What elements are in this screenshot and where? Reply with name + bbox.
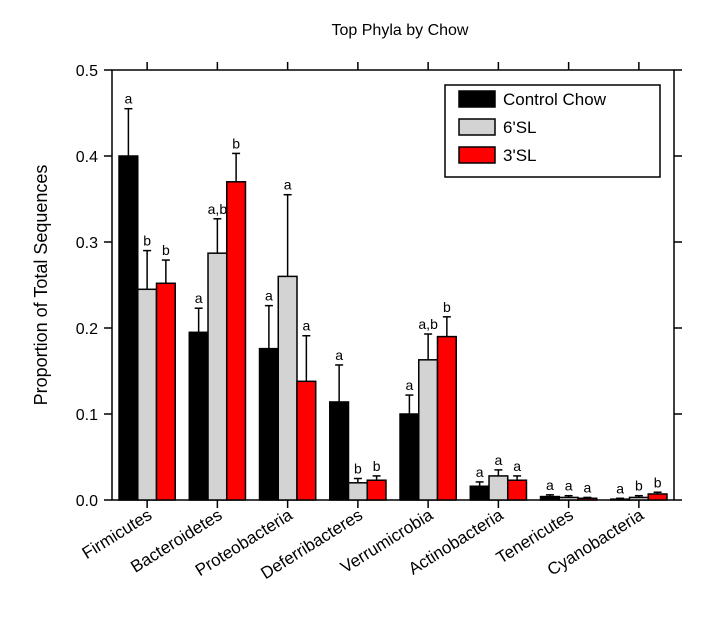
bar <box>489 476 508 500</box>
sig-label: a <box>546 477 554 493</box>
sig-label: a,b <box>208 201 228 217</box>
sig-label: a,b <box>418 316 438 332</box>
sig-label: a <box>513 458 521 474</box>
bar <box>630 497 649 500</box>
ytick-label: 0.5 <box>76 63 98 80</box>
bar <box>330 402 349 500</box>
bar <box>208 253 227 500</box>
sig-label: b <box>443 299 451 315</box>
sig-label: b <box>143 233 151 249</box>
bar <box>437 337 456 500</box>
legend-swatch <box>459 91 495 107</box>
sig-label: b <box>354 461 362 477</box>
sig-label: b <box>373 458 381 474</box>
sig-label: a <box>405 377 413 393</box>
chart-title: Top Phyla by Chow <box>332 22 469 39</box>
bar <box>119 156 138 500</box>
bar <box>260 349 279 500</box>
sig-label: b <box>635 478 643 494</box>
bar <box>349 483 368 500</box>
sig-label: a <box>302 318 310 334</box>
sig-label: a <box>476 464 484 480</box>
bar <box>508 480 527 500</box>
sig-label: b <box>162 242 170 258</box>
bar <box>611 499 630 500</box>
bar <box>419 360 438 500</box>
bar <box>541 497 560 500</box>
bar <box>189 332 208 500</box>
ytick-label: 0.4 <box>76 149 98 166</box>
sig-label: a <box>616 480 624 496</box>
sig-label: a <box>335 347 343 363</box>
bar <box>559 497 578 500</box>
sig-label: a <box>265 288 273 304</box>
sig-label: a <box>124 91 132 107</box>
bar <box>138 289 157 500</box>
bar <box>470 486 489 500</box>
legend: Control Chow 6'SL 3'SL <box>445 85 660 177</box>
ytick-label: 0.0 <box>76 493 98 510</box>
sig-label: a <box>195 290 203 306</box>
bar <box>400 414 419 500</box>
sig-label: a <box>284 177 292 193</box>
bar <box>578 498 597 500</box>
bar <box>278 276 297 500</box>
ytick-label: 0.1 <box>76 407 98 424</box>
legend-label: Control Chow <box>503 90 607 109</box>
bar <box>227 182 246 500</box>
bar <box>367 480 386 500</box>
sig-label: b <box>654 474 662 490</box>
bar <box>297 381 316 500</box>
y-axis-label: Proportion of Total Sequences <box>31 165 51 406</box>
ytick-label: 0.3 <box>76 235 98 252</box>
ytick-label: 0.2 <box>76 321 98 338</box>
legend-swatch <box>459 119 495 135</box>
bar <box>156 283 175 500</box>
legend-label: 6'SL <box>503 118 537 137</box>
bar <box>648 494 667 500</box>
sig-label: a <box>583 479 591 495</box>
sig-label: a <box>494 452 502 468</box>
legend-label: 3'SL <box>503 146 537 165</box>
legend-swatch <box>459 147 495 163</box>
sig-label: b <box>232 135 240 151</box>
sig-label: a <box>565 478 573 494</box>
